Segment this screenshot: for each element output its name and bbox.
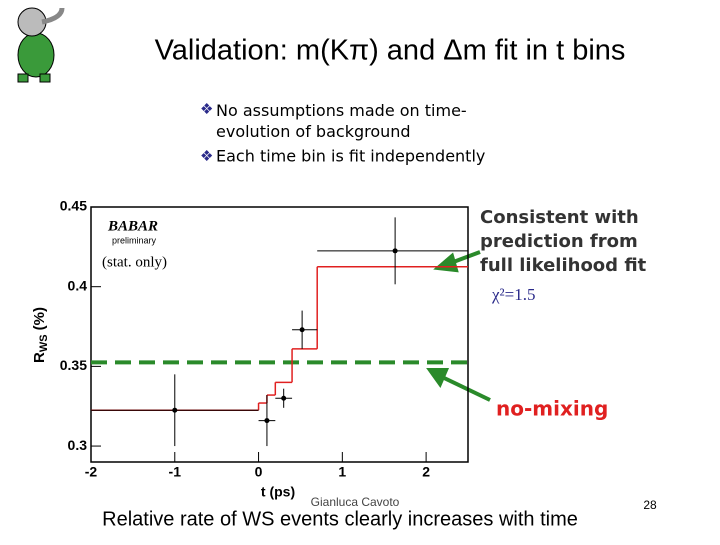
y-tick-label: 0.4 (68, 277, 88, 293)
stat-note: (stat. only) (102, 254, 167, 270)
y-tick-label: 0.3 (68, 437, 88, 453)
slide-title: Validation: m(Kπ) and Δm fit in t bins (155, 35, 626, 67)
y-axis-label-part: R (31, 352, 48, 363)
callout-fit: Consistent with prediction from full lik… (480, 207, 647, 276)
author: Gianluca Cavoto (311, 495, 400, 509)
conclusion: Relative rate of WS events clearly incre… (102, 508, 578, 530)
y-axis-label-part: (%) (31, 307, 48, 330)
x-tick-label: -2 (85, 464, 98, 480)
logo-note: preliminary (112, 235, 157, 245)
x-tick-label: 2 (422, 464, 430, 480)
x-tick-label: -1 (169, 464, 182, 480)
callout-box: Consistent with prediction from full lik… (480, 207, 647, 276)
elephant-logo (17, 7, 65, 83)
x-tick-label: 1 (338, 464, 346, 480)
bullet: Each time bin is fit independently (216, 147, 485, 166)
y-axis-label-part: WS (38, 334, 50, 352)
data-point (299, 327, 305, 333)
data-point (264, 418, 270, 424)
chi2: χ²=1.5 (491, 285, 535, 304)
bullet: No assumptions made on time-evolution of… (216, 101, 467, 141)
plot-frame (90, 206, 469, 463)
plot: 0.3 0.35 0.4 0.45 -2 -1 0 1 2 t (ps) RWS (%) BABARpr… (31, 198, 469, 500)
y-tick-label: 0.45 (60, 198, 87, 214)
data-point (392, 248, 398, 254)
y-axis-label: RWS (%) (31, 307, 50, 363)
bullet-marker: ❖ (200, 101, 213, 118)
x-axis-label: t (ps) (261, 484, 295, 500)
y-tick-label: 0.35 (60, 357, 87, 373)
page-number: 28 (643, 498, 657, 512)
bullet-box: No assumptions made on time-evolution of… (216, 101, 467, 141)
data-point (281, 395, 287, 401)
x-tick-label: 0 (255, 464, 263, 480)
bullet-marker: ❖ (200, 148, 213, 165)
callout-nomix: no-mixing (496, 397, 608, 421)
logo: BABAR (107, 218, 158, 234)
data-point (172, 407, 178, 413)
